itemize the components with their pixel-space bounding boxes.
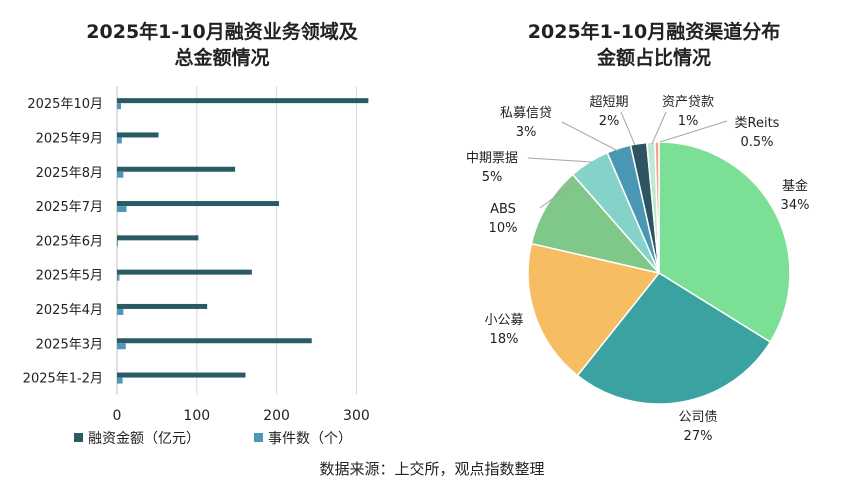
bar-chart: 0 100 200 300 2025年10月 2025年9月 2025年8月 2025年7月 2… [23, 86, 370, 424]
bar-events [117, 137, 122, 144]
bar-amount [117, 201, 279, 207]
leader-line [620, 111, 636, 146]
bar-amount [117, 235, 199, 241]
x-tick-label: 200 [263, 408, 290, 424]
pie-chart-title-line2: 金额占比情况 [596, 46, 711, 69]
pie-slice [576, 272, 772, 405]
pie-slice [527, 242, 661, 377]
pie-slice-label: ABS [490, 202, 516, 217]
pie-slice-percent: 3% [516, 125, 537, 140]
pie-slice-label: 资产贷款 [662, 95, 714, 110]
bar-amount [117, 98, 369, 104]
legend-label-amount: 融资金额（亿元） [88, 431, 200, 447]
bar-events [117, 171, 124, 178]
bar-events [117, 206, 127, 213]
pie-slice-label: 私募信贷 [500, 106, 552, 121]
category-label: 2025年7月 [36, 200, 103, 215]
category-label: 2025年6月 [36, 234, 103, 249]
pie-slice-label: 公司债 [678, 410, 717, 425]
pie-slice-percent: 5% [482, 170, 503, 185]
pie-slice-percent: 27% [684, 429, 713, 444]
pie-slice [654, 141, 660, 274]
leader-line [561, 121, 619, 152]
bar-events [117, 308, 124, 315]
bar-amount [117, 303, 208, 309]
bar-chart-title-line2: 总金额情况 [174, 46, 269, 69]
category-label: 2025年9月 [36, 131, 103, 146]
pie-chart-title-line1: 2025年1-10月融资渠道分布 [528, 20, 780, 43]
pie-slice-label: 超短期 [589, 95, 628, 110]
pie-slice-label: 类Reits [735, 116, 780, 131]
bar-events [117, 377, 123, 384]
pie-slice-label: 中期票据 [466, 151, 518, 166]
category-label: 2025年8月 [36, 166, 103, 181]
pie-slice-label: 小公募 [484, 313, 523, 328]
category-label: 2025年3月 [36, 337, 103, 352]
category-label: 2025年10月 [27, 97, 103, 112]
bar-amount [117, 338, 312, 344]
legend-swatch-events [254, 433, 263, 442]
pie-slice-percent: 1% [678, 114, 699, 129]
legend-swatch-amount [74, 433, 83, 442]
source-note: 数据来源：上交所，观点指数整理 [319, 460, 544, 478]
bar-chart-legend: 融资金额（亿元） 事件数（个） [74, 431, 352, 447]
bar-events [117, 343, 126, 350]
x-tick-label: 100 [183, 408, 210, 424]
bar-amount [117, 372, 246, 378]
pie-slice-percent: 2% [599, 114, 620, 129]
leader-line [659, 120, 728, 143]
bar-amount [117, 166, 236, 172]
pie-slice [530, 173, 662, 275]
x-tick-label: 0 [113, 408, 122, 424]
pie-slice-percent: 34% [781, 198, 810, 213]
bar-events [117, 103, 121, 110]
leader-line [527, 157, 593, 163]
pie-chart: 基金 34% 公司债 27% 小公募 18% ABS 10% 中期票据 5% 私募信贷 3% 超短期 2%… [466, 95, 809, 444]
bar-chart-title-line1: 2025年1-10月融资业务领域及 [86, 20, 358, 43]
pie-slice-label: 基金 [782, 178, 808, 194]
bar-events [117, 274, 120, 281]
pie-slice-percent: 0.5% [740, 135, 773, 150]
category-label: 2025年5月 [36, 269, 103, 284]
pie-slice [658, 141, 791, 344]
x-tick-label: 300 [343, 408, 370, 424]
legend-label-events: 事件数（个） [268, 431, 352, 447]
leader-line [651, 111, 667, 145]
leader-line [539, 181, 576, 209]
pie-slice-percent: 10% [489, 221, 518, 236]
category-label: 2025年4月 [36, 303, 103, 318]
bar-amount [117, 132, 159, 138]
bar-amount [117, 269, 252, 275]
pie-slice-percent: 18% [490, 332, 519, 347]
bar-events [117, 240, 118, 247]
category-label: 2025年1-2月 [23, 372, 103, 387]
